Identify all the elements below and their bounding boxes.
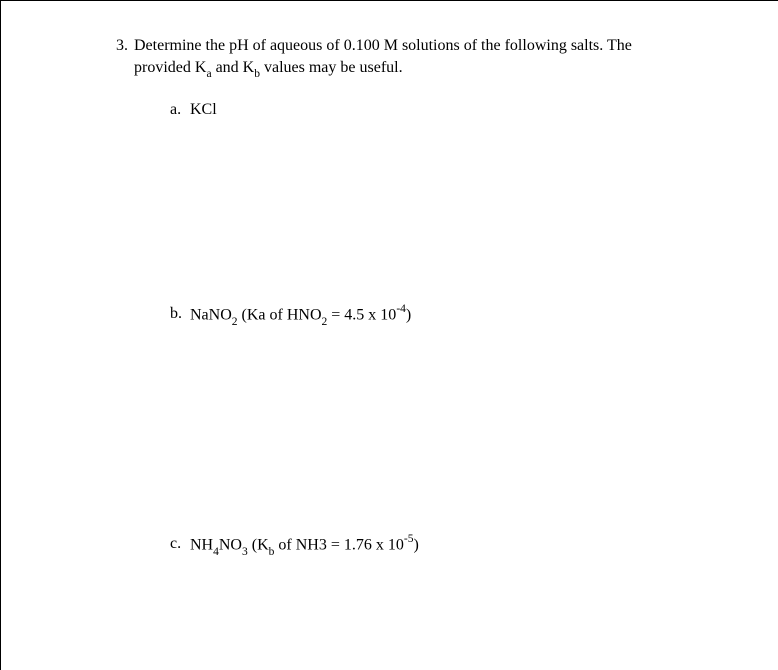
- spacer-b: [170, 329, 692, 533]
- c-exp: -5: [404, 533, 414, 545]
- sub-parts: a. KCl b. NaNO2 (Ka of HNO2 = 4.5 x 10-4…: [170, 99, 692, 559]
- page: 3. Determine the pH of aqueous of 0.100 …: [0, 0, 778, 670]
- part-a-text: KCl: [190, 99, 692, 121]
- c-sub2: 3: [242, 546, 248, 558]
- part-b-label: b.: [170, 303, 190, 325]
- b-seg3: = 4.5 x 10: [327, 306, 396, 323]
- b-sub1: 2: [232, 316, 238, 328]
- part-a: a. KCl: [170, 99, 692, 121]
- c-sub3: b: [269, 546, 275, 558]
- b-exp: -4: [396, 303, 406, 315]
- b-seg4: ): [406, 306, 411, 323]
- c-seg4: of NH3 = 1.76 x 10: [274, 536, 403, 553]
- b-seg1: NaNO: [190, 306, 232, 323]
- part-c-label: c.: [170, 533, 190, 555]
- c-seg5: ): [413, 536, 418, 553]
- part-b-text: NaNO2 (Ka of HNO2 = 4.5 x 10-4): [190, 303, 692, 329]
- part-a-label: a.: [170, 99, 190, 121]
- b-seg2: (Ka of HNO: [238, 306, 322, 323]
- c-sub1: 4: [213, 546, 219, 558]
- part-c-text: NH4NO3 (Kb of NH3 = 1.76 x 10-5): [190, 533, 692, 559]
- c-seg3: (K: [248, 536, 269, 553]
- kb-subscript: b: [254, 68, 260, 80]
- question-number: 3.: [112, 35, 134, 57]
- question-block: 3. Determine the pH of aqueous of 0.100 …: [112, 35, 692, 559]
- part-b: b. NaNO2 (Ka of HNO2 = 4.5 x 10-4): [170, 303, 692, 329]
- qtext-seg2: and K: [212, 59, 255, 76]
- part-c: c. NH4NO3 (Kb of NH3 = 1.76 x 10-5): [170, 533, 692, 559]
- spacer-a: [170, 121, 692, 303]
- question-text: Determine the pH of aqueous of 0.100 M s…: [134, 35, 692, 81]
- c-seg2: NO: [219, 536, 242, 553]
- question-3: 3. Determine the pH of aqueous of 0.100 …: [112, 35, 692, 81]
- qtext-seg3: values may be useful.: [260, 59, 403, 76]
- c-seg1: NH: [190, 536, 213, 553]
- ka-subscript: a: [206, 68, 211, 80]
- b-sub2: 2: [322, 316, 328, 328]
